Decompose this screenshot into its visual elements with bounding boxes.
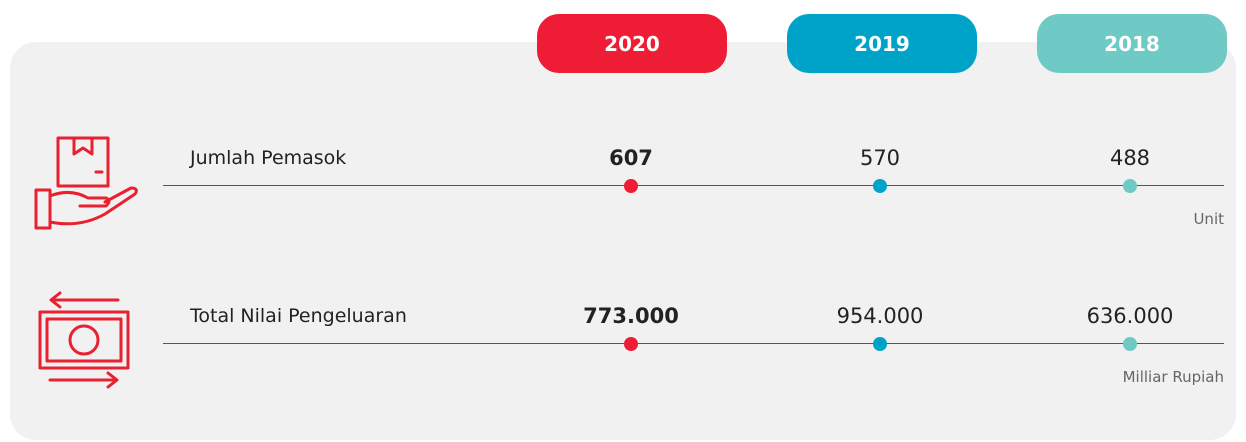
- row-line: [163, 185, 1224, 186]
- row-value: 570: [859, 146, 901, 170]
- marker-dot: [624, 179, 638, 193]
- year-header: 2020: [537, 14, 727, 73]
- panel: [10, 42, 1236, 440]
- row-value: 607: [609, 146, 653, 170]
- marker-dot: [1123, 179, 1137, 193]
- unit-label: Milliar Rupiah: [1122, 368, 1224, 386]
- row-value: 488: [1109, 146, 1151, 170]
- marker-dot: [873, 337, 887, 351]
- row-value: 636.000: [1086, 304, 1174, 328]
- marker-dot: [624, 337, 638, 351]
- year-header: 2019: [787, 14, 977, 73]
- money-icon: [38, 291, 130, 389]
- row-label: Total Nilai Pengeluaran: [190, 305, 407, 327]
- marker-dot: [873, 179, 887, 193]
- marker-dot: [1123, 337, 1137, 351]
- year-header: 2018: [1037, 14, 1227, 73]
- row-value: 773.000: [583, 304, 679, 328]
- row-value: 954.000: [836, 304, 924, 328]
- row-label: Jumlah Pemasok: [190, 147, 347, 169]
- row-line: [163, 343, 1224, 344]
- unit-label: Unit: [1193, 210, 1224, 228]
- supplier-icon: [34, 136, 138, 230]
